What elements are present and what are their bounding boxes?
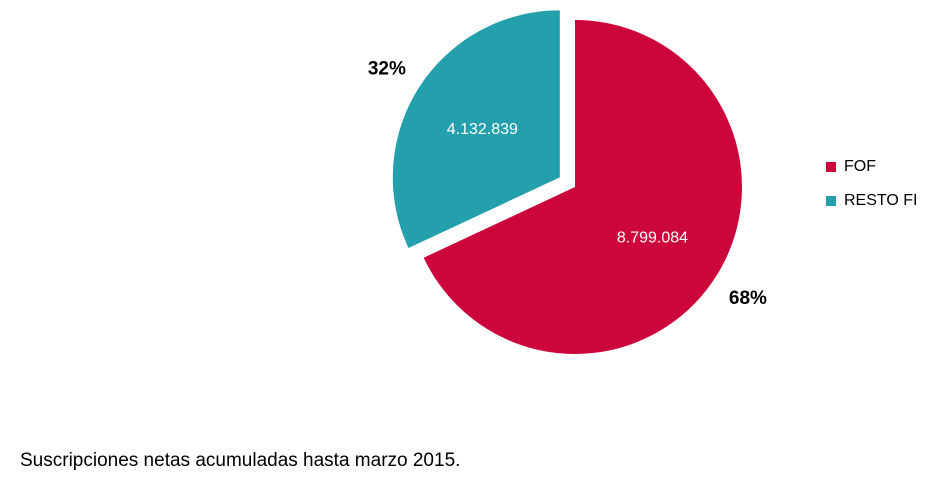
legend-label-resto-fi: RESTO FI: [844, 192, 918, 209]
pie-slice-resto-fi: [392, 10, 560, 249]
legend-item-fof: FOF: [826, 156, 918, 178]
legend: FOF RESTO FI: [826, 156, 918, 224]
percent-label-resto-fi: 32%: [368, 58, 406, 79]
chart-caption: Suscripciones netas acumuladas hasta mar…: [20, 450, 461, 471]
value-label-resto-fi: 4.132.839: [447, 121, 518, 138]
legend-swatch-fof: [826, 162, 836, 172]
percent-label-fof: 68%: [729, 288, 767, 309]
legend-item-resto-fi: RESTO FI: [826, 190, 918, 212]
value-label-fof: 8.799.084: [617, 229, 688, 246]
legend-label-fof: FOF: [844, 158, 876, 175]
legend-swatch-resto-fi: [826, 196, 836, 206]
pie-slice-fof: [423, 20, 742, 354]
